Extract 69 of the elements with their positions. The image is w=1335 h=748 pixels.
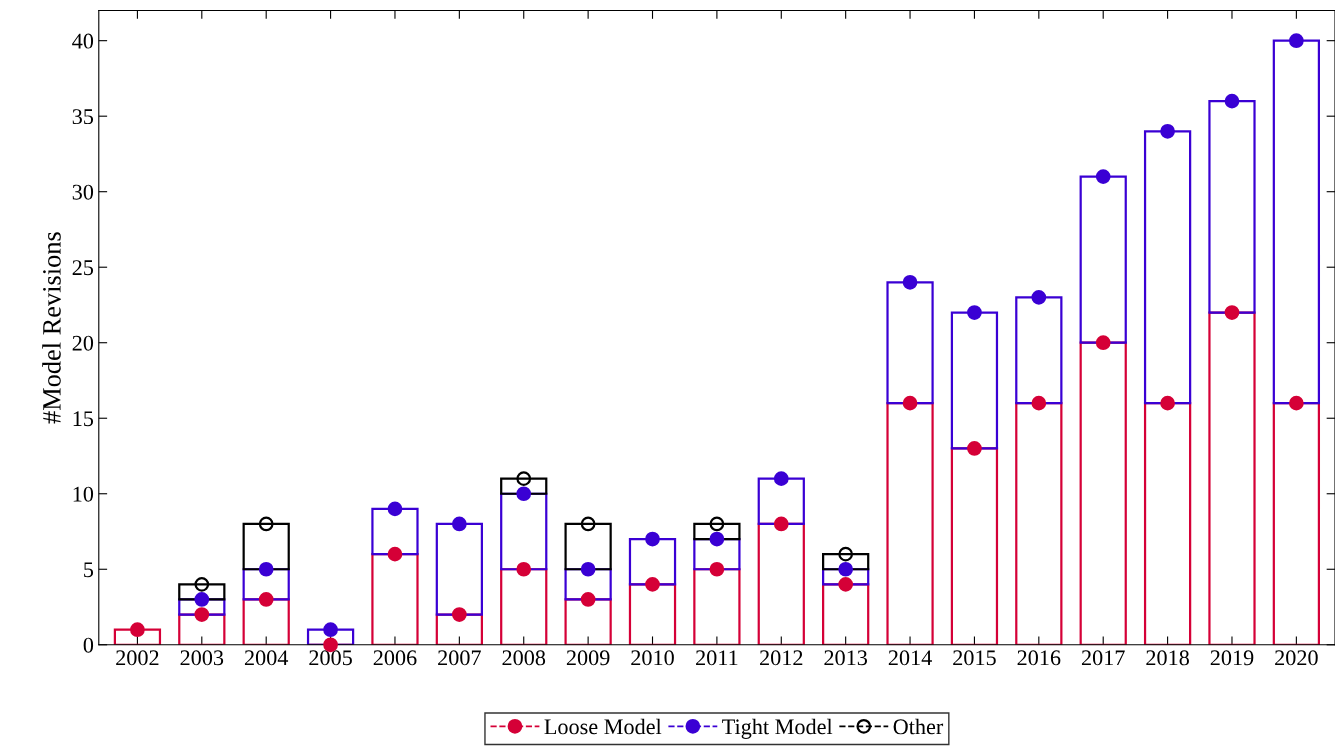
point — [451, 607, 467, 622]
x-tick-label: 2016 — [1017, 650, 1061, 666]
x-tick-label: 2003 — [180, 650, 224, 666]
point — [773, 516, 789, 532]
point — [902, 395, 918, 411]
x-tick-label: 2002 — [116, 650, 159, 666]
x-tick-label: 2009 — [566, 650, 610, 666]
bar — [1015, 402, 1063, 645]
x-tick-label: 2008 — [502, 650, 546, 666]
x-tick-label: 2005 — [309, 650, 352, 666]
x-tick-label: 2019 — [1210, 650, 1254, 666]
x-tick-label: 2004 — [244, 650, 289, 666]
y-tick-label: 25 — [72, 260, 94, 276]
point — [1224, 305, 1240, 320]
y-tick-label: 35 — [72, 109, 94, 125]
point — [1160, 123, 1175, 139]
x-tick-label: 2013 — [824, 650, 868, 666]
x-tick-label: 2011 — [696, 650, 738, 666]
y-tick-label: 30 — [72, 184, 94, 200]
bar — [1272, 402, 1321, 645]
y-tick-label: 5 — [84, 562, 94, 578]
x-tick-label: 2007 — [438, 650, 481, 666]
point — [451, 516, 467, 532]
point — [645, 531, 660, 547]
y-tick-label: 40 — [72, 33, 94, 49]
point — [580, 516, 596, 532]
legend-label: Other — [893, 718, 944, 735]
x-tick-label: 2012 — [760, 650, 803, 666]
point — [902, 274, 918, 290]
point — [1160, 395, 1175, 411]
point — [580, 561, 596, 577]
x-tick-label: 2018 — [1146, 650, 1189, 666]
point — [773, 471, 789, 487]
bar — [1079, 341, 1127, 645]
y-tick-label: 0 — [83, 637, 94, 653]
y-tick-label: 15 — [73, 411, 94, 427]
point — [580, 592, 596, 607]
point — [1224, 93, 1240, 109]
point — [387, 546, 403, 562]
bar — [1143, 402, 1192, 645]
y-tick-label: 10 — [73, 486, 94, 502]
point — [258, 592, 274, 607]
y-tick-label: 20 — [72, 335, 94, 351]
x-tick-label: 2015 — [953, 650, 996, 666]
point — [1095, 169, 1111, 184]
point — [1031, 395, 1047, 411]
y-axis-title: #Model Revisions — [42, 232, 61, 424]
point — [516, 561, 532, 577]
point — [1031, 290, 1047, 305]
x-tick-label: 2014 — [888, 650, 932, 666]
point — [387, 501, 403, 517]
bar — [886, 402, 934, 645]
legend-label: Loose Model — [544, 718, 662, 735]
point — [709, 561, 725, 577]
x-tick-label: 2020 — [1275, 650, 1318, 666]
x-tick-label: 2010 — [631, 650, 674, 666]
point — [258, 561, 274, 577]
point — [967, 305, 982, 320]
point — [1289, 33, 1304, 49]
point — [258, 516, 274, 532]
x-tick-label: 2017 — [1081, 650, 1125, 666]
point — [1289, 395, 1304, 411]
point — [1095, 335, 1111, 351]
x-tick-label: 2006 — [373, 650, 417, 666]
bar — [1208, 311, 1256, 645]
point — [967, 441, 982, 456]
point — [645, 577, 660, 592]
legend-label: Tight Model — [722, 718, 833, 739]
bar — [500, 492, 548, 571]
